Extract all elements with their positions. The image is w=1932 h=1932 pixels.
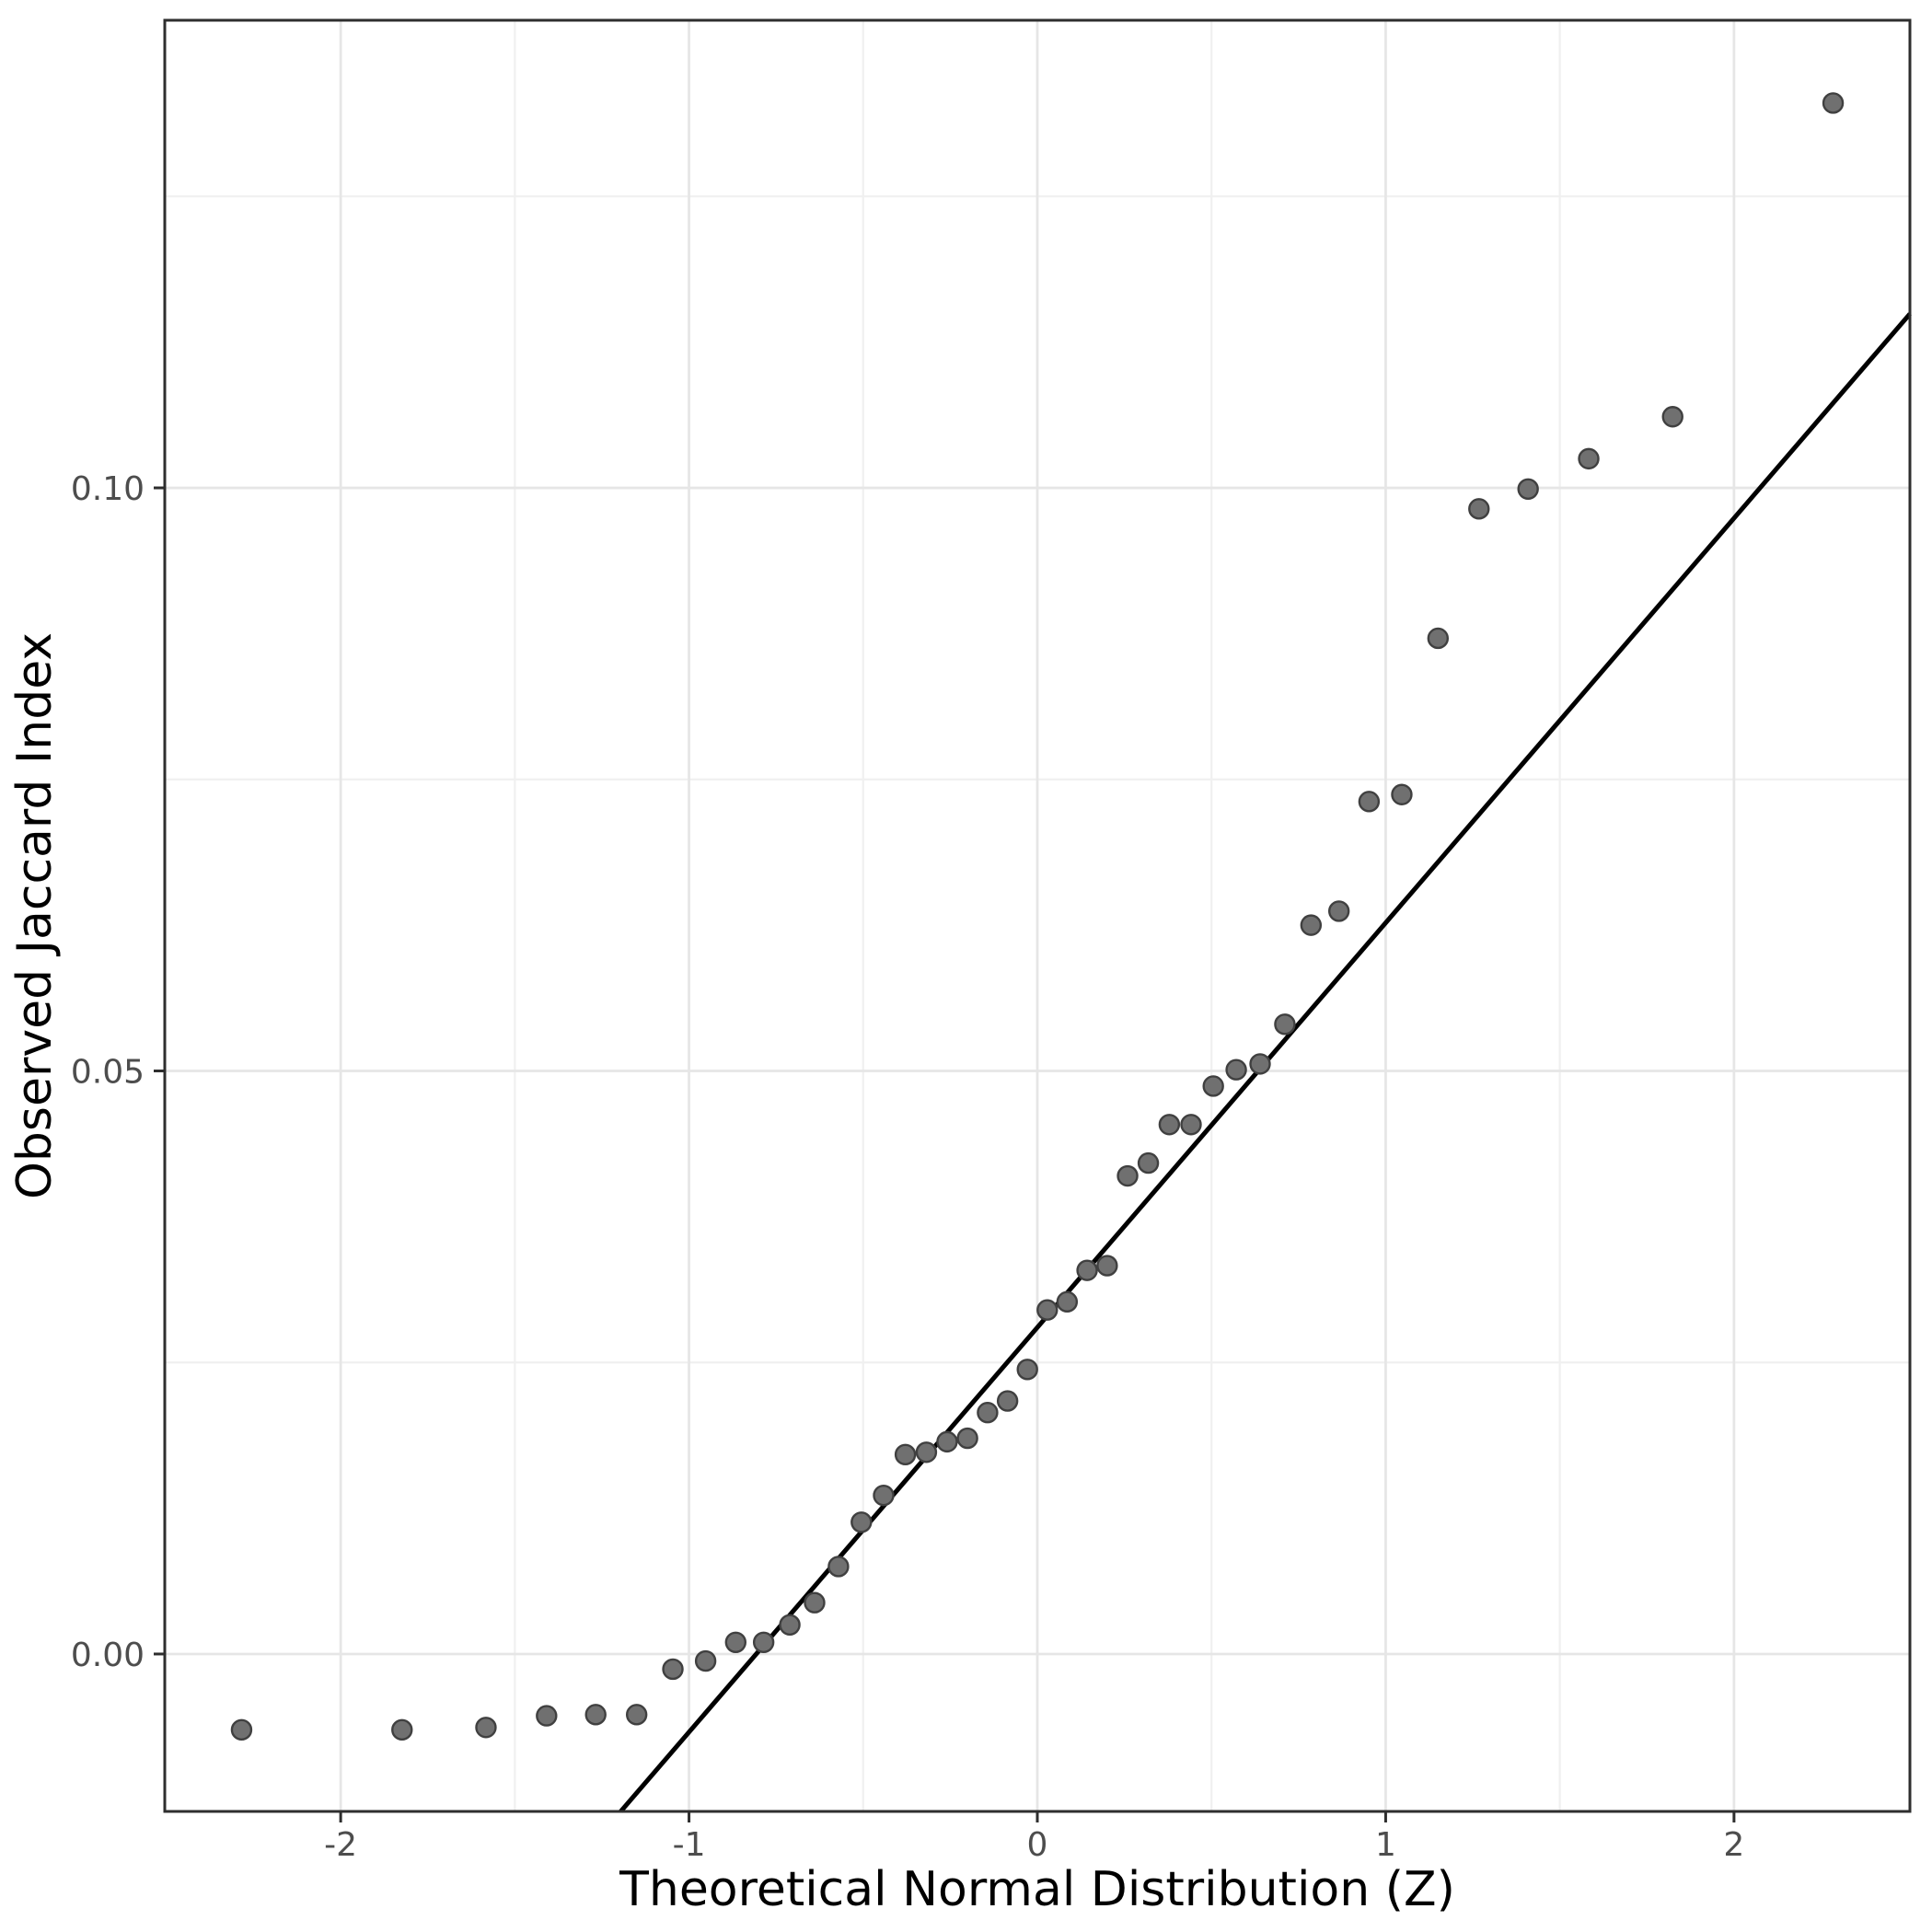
data-point — [1036, 1299, 1059, 1321]
data-point — [1096, 1255, 1118, 1277]
data-points-group — [230, 92, 1845, 1741]
data-point — [1076, 1259, 1098, 1281]
axis-ticks-group — [154, 486, 1736, 1822]
data-point — [977, 1402, 999, 1424]
data-point — [1137, 1151, 1160, 1174]
data-point — [1327, 900, 1350, 922]
data-point — [1056, 1290, 1079, 1313]
data-point — [1358, 791, 1381, 813]
x-axis-title: Theoretical Normal Distribution (Z) — [619, 1862, 1455, 1917]
data-point — [1661, 406, 1683, 428]
data-point — [724, 1631, 747, 1653]
data-point — [827, 1556, 850, 1578]
data-point — [915, 1441, 938, 1463]
data-point — [230, 1718, 253, 1741]
data-point — [1427, 627, 1450, 650]
data-point — [1300, 914, 1323, 936]
data-point — [1249, 1053, 1271, 1075]
data-point — [662, 1658, 684, 1681]
data-point — [1016, 1359, 1038, 1381]
data-point — [1158, 1114, 1181, 1136]
data-point — [1517, 478, 1539, 501]
data-point — [1225, 1059, 1247, 1081]
data-point — [1822, 92, 1845, 114]
data-point — [1274, 1013, 1296, 1035]
gridlines-major — [165, 20, 1910, 1811]
data-point — [625, 1704, 648, 1726]
data-point — [752, 1631, 775, 1653]
y-axis-tick-label: 0.00 — [71, 1637, 145, 1674]
data-point — [391, 1718, 413, 1741]
data-point — [936, 1430, 958, 1453]
data-point — [894, 1443, 917, 1466]
data-point — [1468, 498, 1490, 520]
data-point — [694, 1649, 717, 1672]
x-axis-tick-label: 0 — [1027, 1826, 1048, 1864]
x-axis-tick-label: 1 — [1375, 1826, 1396, 1864]
data-point — [956, 1427, 978, 1450]
data-point — [475, 1717, 497, 1739]
y-axis-title: Observed Jaccard Index — [7, 632, 63, 1199]
data-point — [1391, 783, 1413, 805]
data-point — [584, 1704, 607, 1726]
y-axis-tick-label: 0.05 — [71, 1054, 145, 1092]
x-axis-tick-label: -2 — [324, 1826, 357, 1864]
data-point — [804, 1591, 826, 1614]
data-point — [779, 1614, 801, 1636]
data-point — [1202, 1075, 1224, 1097]
x-axis-tick-label: -1 — [673, 1826, 706, 1864]
data-point — [850, 1511, 873, 1533]
x-axis-tick-label: 2 — [1723, 1826, 1744, 1864]
data-point — [996, 1390, 1019, 1412]
data-point — [873, 1484, 895, 1507]
y-axis-tick-label: 0.10 — [71, 470, 145, 508]
axis-tick-labels-group: -2 -1 0 1 2 0.00 0.05 0.10 — [71, 470, 1744, 1864]
data-point — [1578, 447, 1600, 470]
data-point — [1180, 1114, 1202, 1136]
data-point — [1116, 1164, 1139, 1187]
data-point — [536, 1705, 558, 1727]
